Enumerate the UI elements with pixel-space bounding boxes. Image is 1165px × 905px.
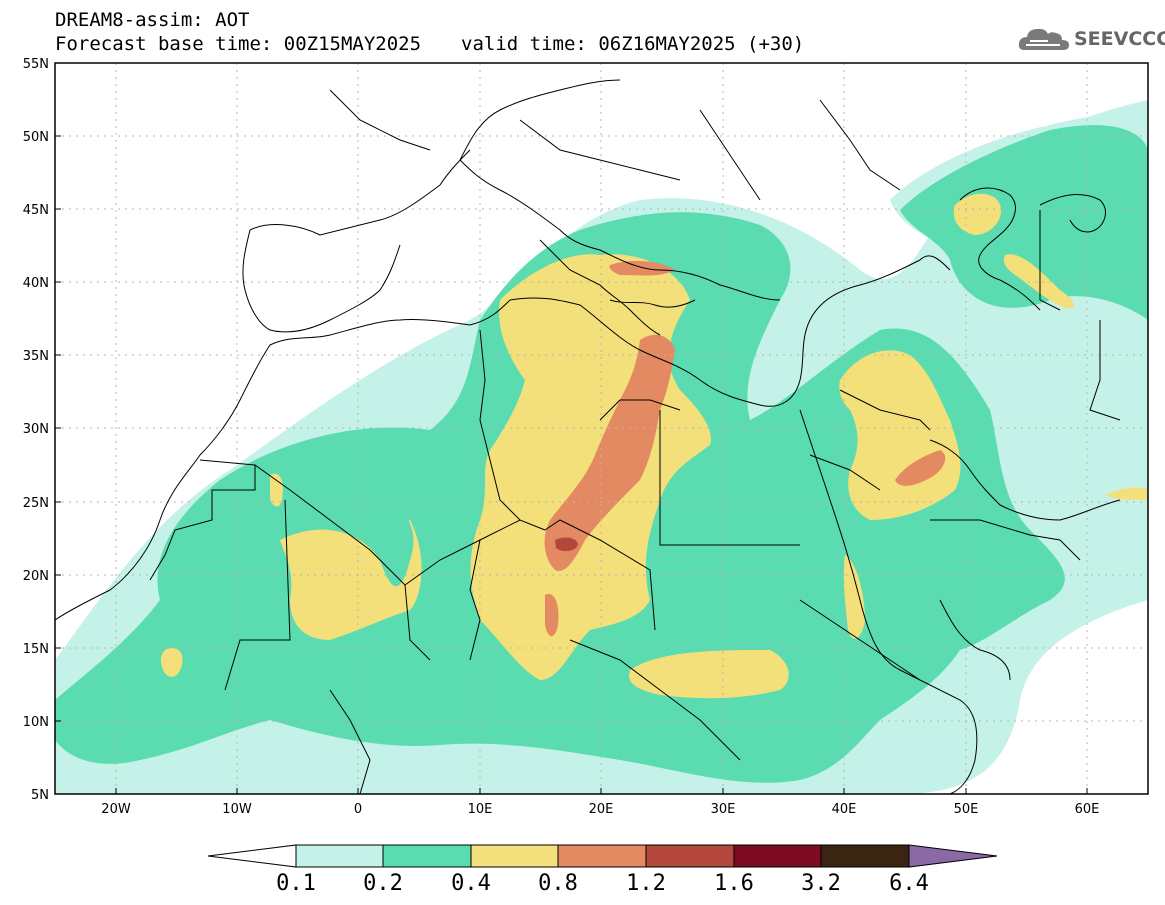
lat-label: 55N [23,57,49,72]
lat-label: 50N [23,130,49,145]
colorbar-segment [908,844,998,868]
borders [149,89,1121,794]
lat-label: 20N [23,569,49,584]
colorbar-segment [382,844,472,868]
colorbar-segment [557,844,647,868]
lon-label: 40E [832,802,857,817]
colorbar-label: 6.4 [889,871,929,896]
lon-label: 20W [101,802,131,817]
lon-label: 50E [954,802,979,817]
cloud-icon [1018,28,1069,50]
colorbar-label: 0.1 [276,871,316,896]
tick-marks [55,135,1088,794]
colorbar-segment [470,844,559,868]
coastlines [55,79,1121,794]
lon-label: 30E [711,802,736,817]
colorbar-segment [207,844,297,868]
colorbar-label: 0.2 [363,871,403,896]
chart-subtitle: Forecast base time: 00Z15MAY2025 valid ti… [55,33,804,55]
aot-level-1.2 [555,537,578,552]
valid-time: valid time: 06Z16MAY2025 (+30) [461,33,805,55]
lat-label: 25N [23,496,49,511]
lon-label: 20E [589,802,614,817]
lon-label: 10W [222,802,252,817]
lat-label: 15N [23,642,49,657]
colorbar [207,844,998,868]
colorbar-label: 1.2 [626,871,666,896]
aot-field [55,100,1148,794]
graticule [55,63,1148,794]
lat-label: 10N [23,715,49,730]
lat-label: 45N [23,203,49,218]
chart-title: DREAM8-assim: AOT [55,9,250,31]
lon-label: 0 [354,802,362,817]
lon-label: 10E [468,802,493,817]
colorbar-label: 3.2 [801,871,841,896]
colorbar-label: 1.6 [714,871,754,896]
colorbar-label: 0.8 [538,871,578,896]
lat-label: 30N [23,422,49,437]
aot-level-0.8 [544,260,946,637]
colorbar-segment [820,844,910,868]
base-time: Forecast base time: 00Z15MAY2025 [55,33,422,55]
lat-label: 5N [31,788,49,803]
colorbar-label: 0.4 [451,871,491,896]
lat-label: 35N [23,349,49,364]
lat-label: 40N [23,276,49,291]
logo-text: SEEVCCC [1074,28,1165,50]
colorbar-segment [645,844,735,868]
seevccc-logo: SEEVCCC [1018,24,1165,54]
colorbar-segment [733,844,822,868]
lon-label: 60E [1075,802,1100,817]
colorbar-segment [295,844,384,868]
